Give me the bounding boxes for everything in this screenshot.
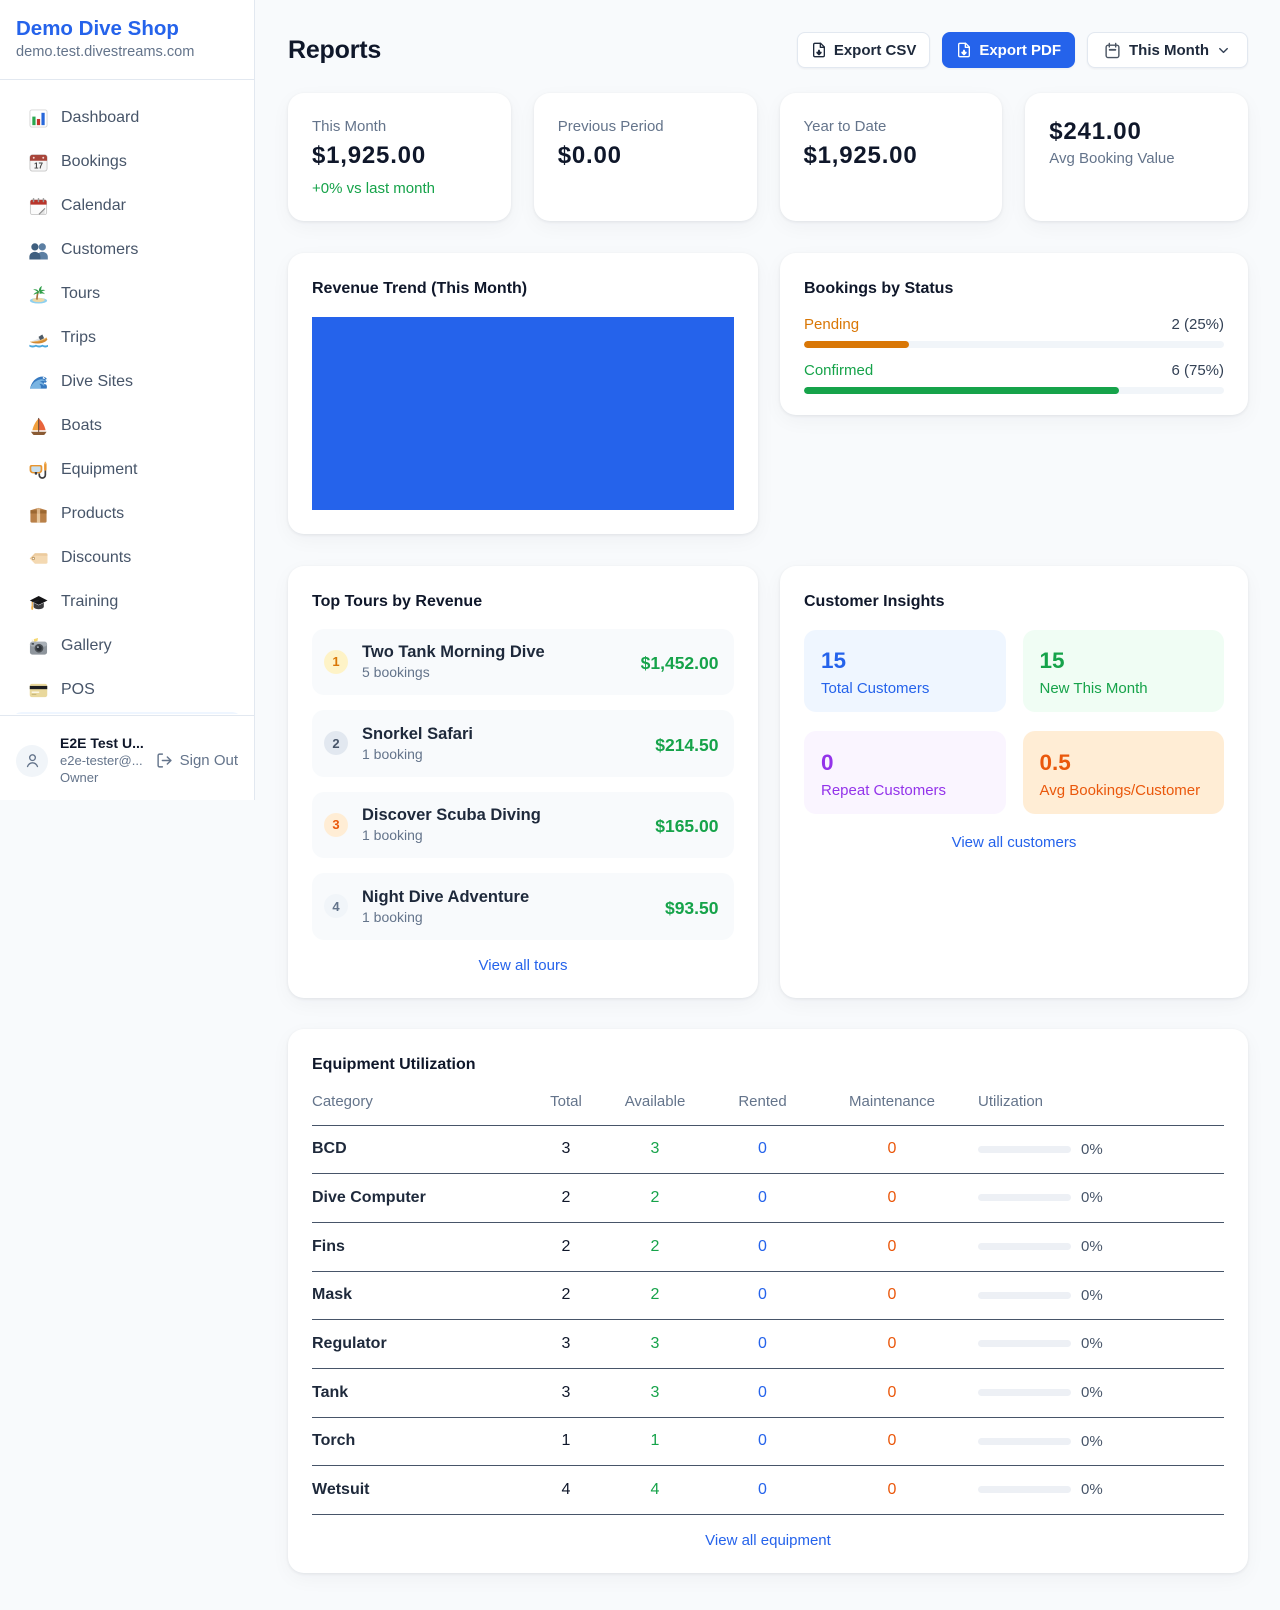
- svg-text:17: 17: [34, 161, 43, 170]
